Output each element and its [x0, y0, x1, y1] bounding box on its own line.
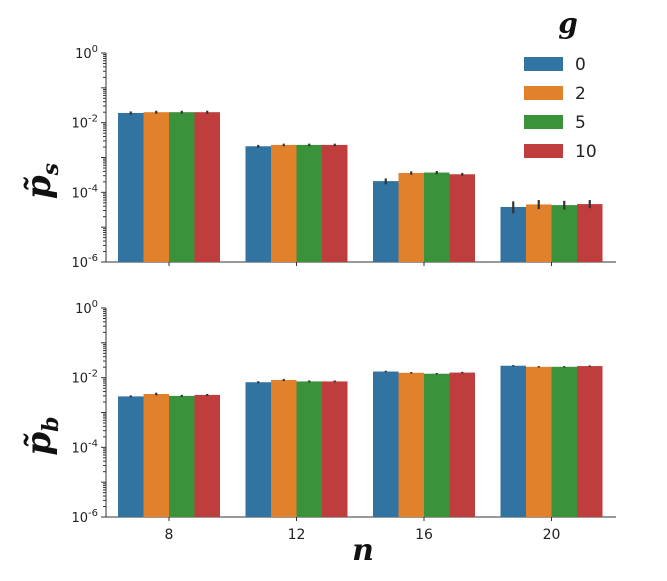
bar-n12-g0 — [245, 382, 271, 517]
y-tick-label: 100 — [75, 299, 98, 317]
bar-n16-g10 — [449, 372, 475, 517]
x-tick-label: 16 — [415, 527, 433, 543]
bar-n8-g10 — [194, 394, 220, 517]
bar-n20-g0 — [500, 365, 526, 517]
bar-n8-g2 — [143, 112, 169, 262]
bar-n20-g0 — [500, 206, 526, 262]
bar-n16-g10 — [449, 174, 475, 262]
bottom-panel: 100 10-2 10-4 10-6 p̃b 8 12 16 20 — [19, 299, 616, 543]
bar-n16-g2 — [398, 372, 424, 517]
bar-n8-g10 — [194, 112, 220, 262]
legend-title: g — [558, 7, 578, 40]
y-tick-label: 10-4 — [71, 438, 98, 456]
y-axis-label: p̃s — [19, 163, 64, 199]
bar-n12-g10 — [322, 144, 348, 262]
y-tick-label: 100 — [75, 44, 98, 62]
y-tick-label: 10-4 — [71, 183, 98, 201]
x-tick-label: 12 — [288, 527, 306, 543]
bar-n12-g2 — [271, 379, 297, 517]
legend-entry: 0 — [575, 55, 586, 75]
y-tick-label: 10-6 — [71, 253, 98, 271]
legend-entry: 10 — [575, 142, 597, 162]
bar-n8-g0 — [118, 396, 144, 517]
bar-n12-g0 — [245, 146, 271, 262]
legend-entry: 2 — [575, 84, 586, 104]
y-axis-label: p̃b — [19, 416, 64, 455]
legend-entry: 5 — [575, 113, 586, 133]
legend: g 0 2 5 10 — [524, 7, 597, 162]
bar-n16-g0 — [373, 371, 399, 517]
y-tick-label: 10-2 — [71, 369, 98, 387]
legend-swatch — [524, 57, 563, 71]
x-tick-label: 8 — [165, 527, 174, 543]
bar-n12-g5 — [296, 381, 322, 517]
x-tick-label: 20 — [543, 527, 561, 543]
bar-n12-g10 — [322, 381, 348, 517]
bar-n8-g5 — [169, 395, 195, 517]
bar-n16-g0 — [373, 181, 399, 262]
bar-n16-g5 — [424, 373, 450, 517]
x-axis-label: n — [352, 533, 374, 568]
bar-n20-g10 — [577, 204, 603, 262]
y-tick-label: 10-2 — [71, 114, 98, 132]
bar-n12-g5 — [296, 144, 322, 262]
bar-n20-g5 — [551, 366, 577, 517]
bar-n20-g5 — [551, 205, 577, 262]
legend-swatch — [524, 115, 563, 129]
legend-swatch — [524, 86, 563, 100]
bar-n20-g2 — [526, 366, 552, 517]
bar-n16-g5 — [424, 172, 450, 262]
bar-n8-g2 — [143, 393, 169, 517]
bar-n16-g2 — [398, 172, 424, 262]
y-tick-label: 10-6 — [71, 508, 98, 526]
bar-n8-g5 — [169, 112, 195, 262]
bar-n20-g2 — [526, 204, 552, 262]
bar-n12-g2 — [271, 144, 297, 262]
bar-n20-g10 — [577, 366, 603, 517]
bar-n8-g0 — [118, 112, 144, 262]
legend-swatch — [524, 144, 563, 158]
